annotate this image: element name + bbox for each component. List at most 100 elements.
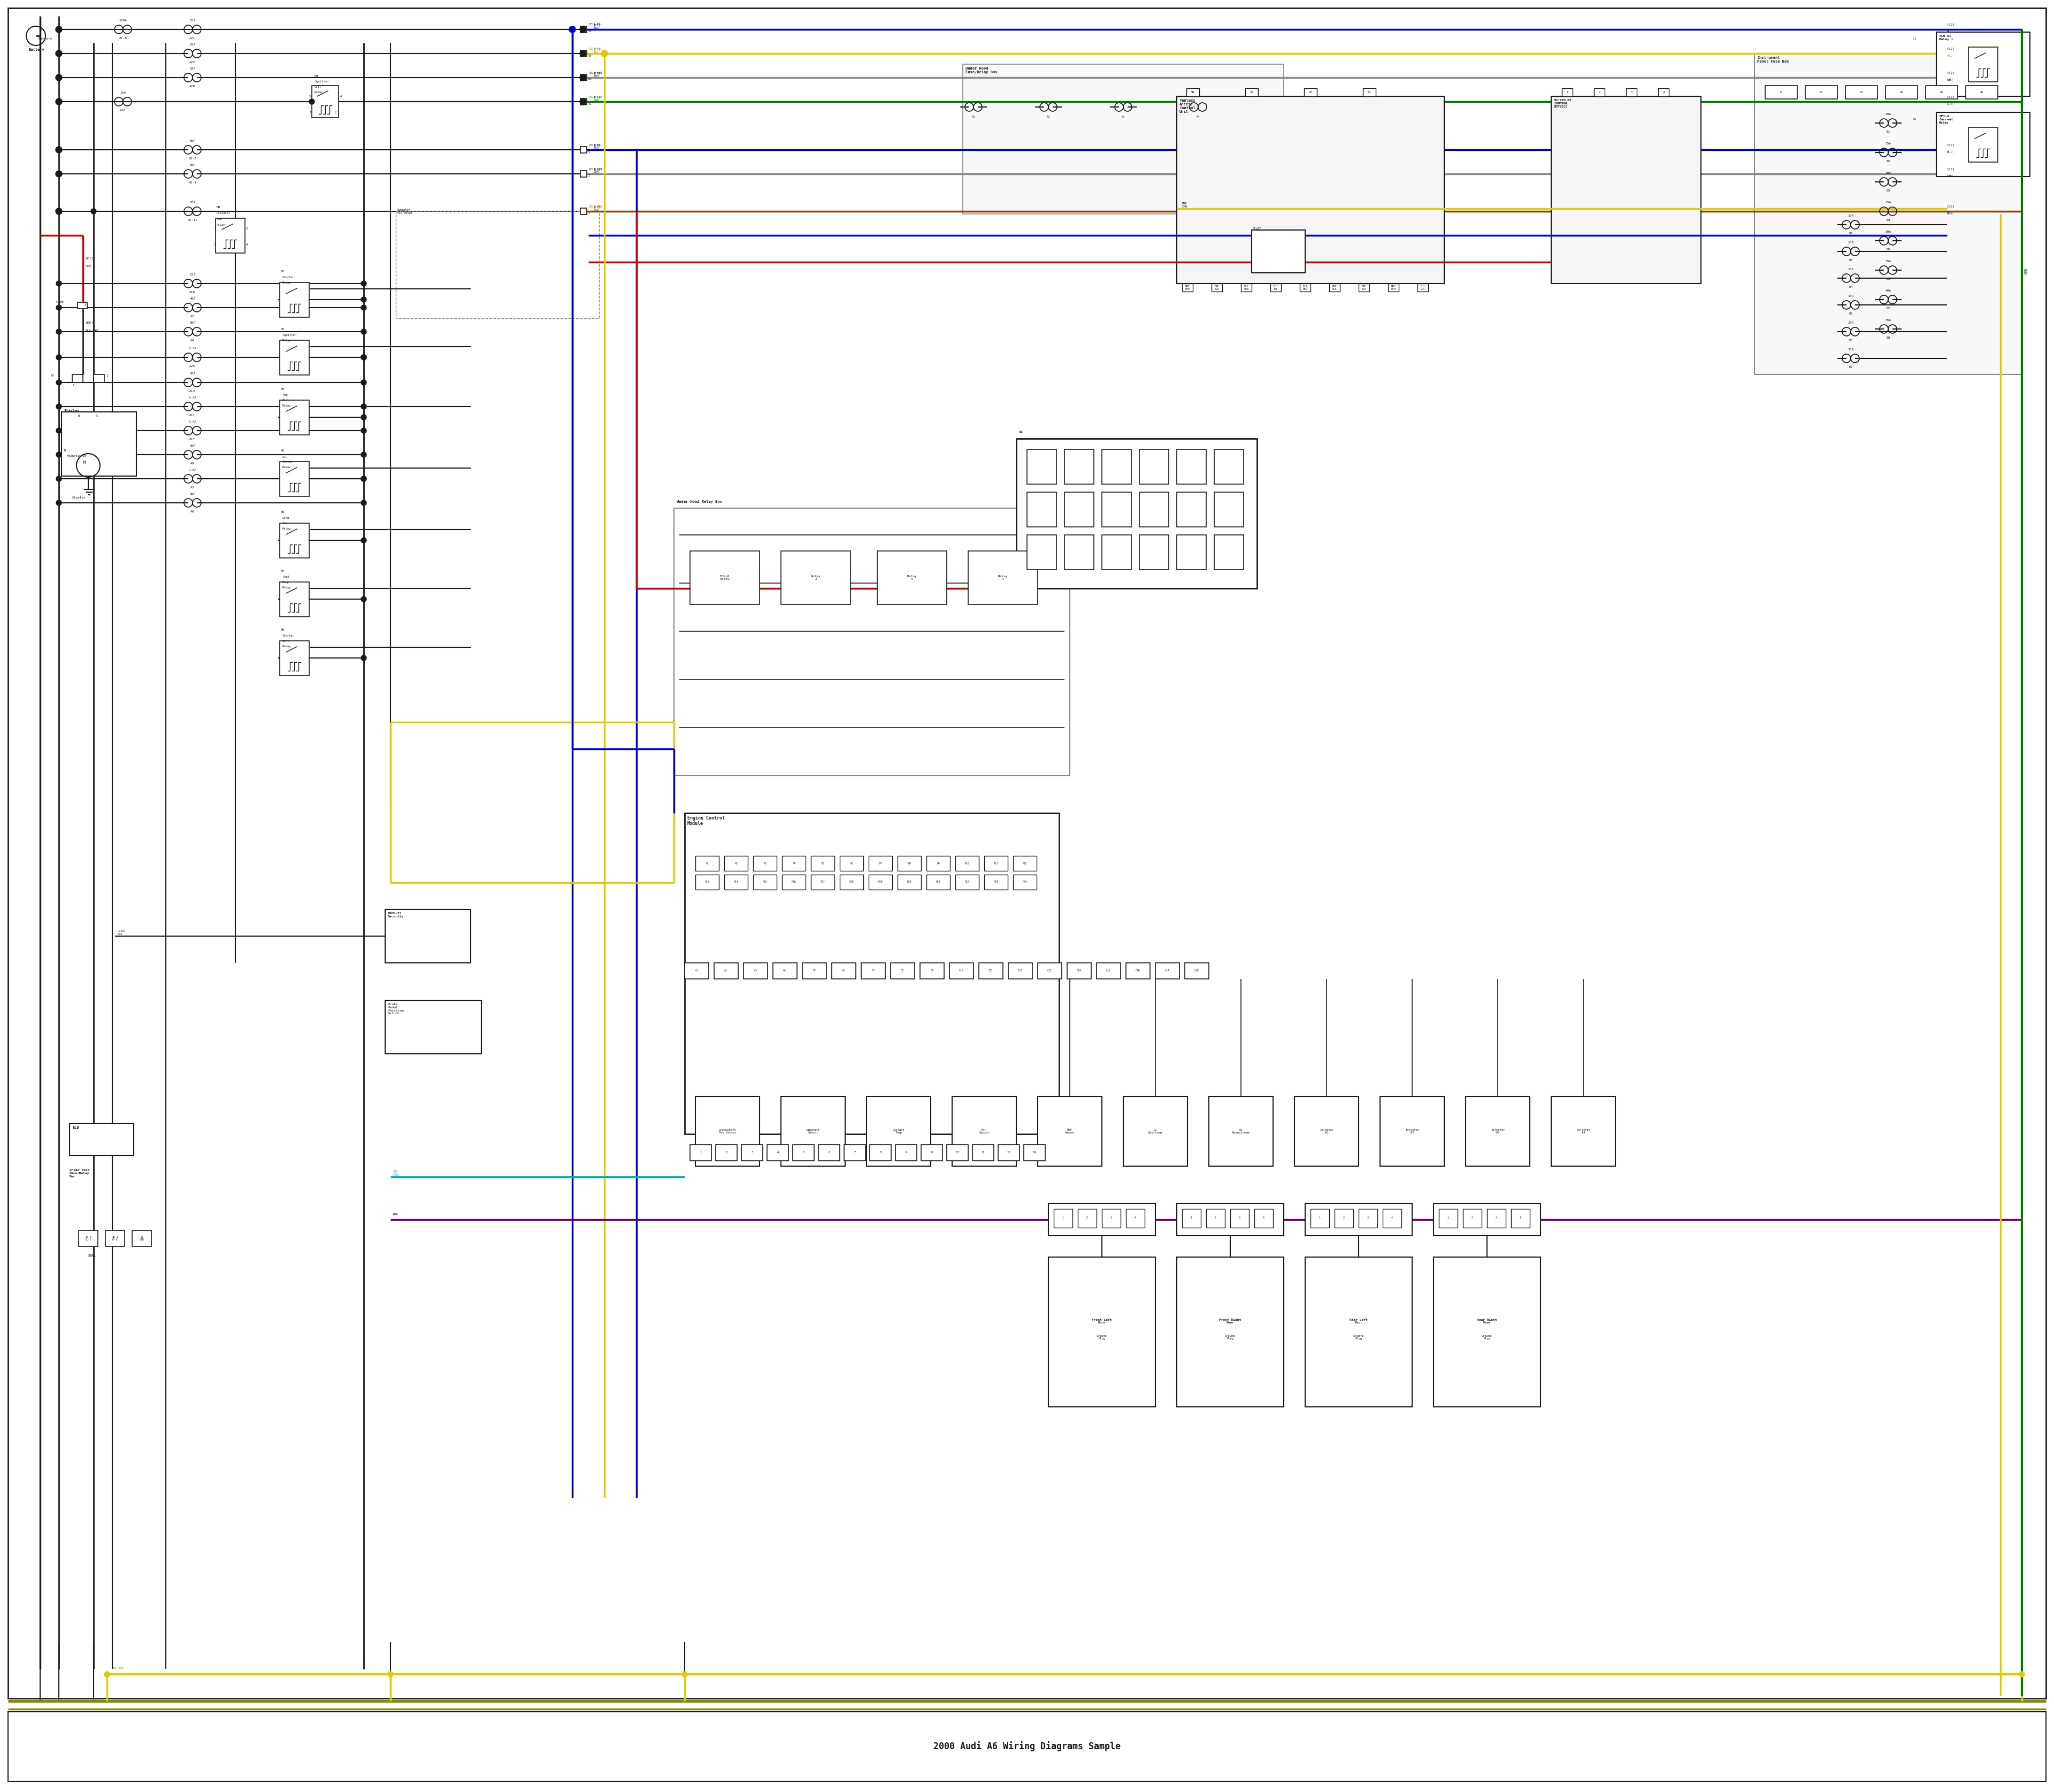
Text: Fan: Fan (283, 521, 288, 525)
Bar (684, 814, 1060, 1134)
Text: P14: P14 (733, 880, 737, 883)
Text: 7E
C4H: 7E C4H (140, 1235, 144, 1242)
Text: M3: M3 (281, 387, 286, 391)
Bar (1078, 1210, 1097, 1228)
Text: P8: P8 (908, 862, 910, 866)
Bar (1187, 88, 1200, 97)
Bar (783, 857, 805, 871)
Text: M4: M4 (314, 75, 318, 77)
Text: Fan: Fan (283, 394, 288, 396)
Text: Instrument
Panel Fuse Box: Instrument Panel Fuse Box (1756, 56, 1789, 63)
Text: ELD: ELD (72, 1125, 78, 1129)
Bar (1462, 1210, 1481, 1228)
Bar (955, 857, 980, 871)
Text: A2-11: A2-11 (187, 219, 197, 222)
Text: Ground
Plug: Ground Plug (1481, 1335, 1491, 1340)
Text: 22: 22 (1251, 91, 1253, 93)
Circle shape (362, 330, 366, 335)
Bar (1358, 1210, 1378, 1228)
Circle shape (579, 27, 585, 32)
Text: P5: P5 (822, 862, 824, 866)
Text: C1: C1 (694, 969, 698, 973)
Text: Relay: Relay (283, 527, 292, 530)
Bar (279, 462, 310, 496)
Bar (920, 1145, 943, 1161)
Bar (715, 962, 737, 978)
Text: P4: P4 (793, 862, 795, 866)
Circle shape (55, 477, 62, 482)
Text: 10A: 10A (1849, 215, 1855, 217)
Bar (1064, 536, 1095, 570)
Text: B6: B6 (1886, 278, 1890, 280)
Bar (1245, 88, 1257, 97)
Circle shape (602, 50, 608, 57)
Bar (1183, 283, 1193, 292)
Text: A5: A5 (1939, 91, 1943, 93)
Bar (696, 1097, 760, 1167)
Bar (1154, 962, 1179, 978)
Circle shape (55, 73, 62, 81)
Text: C5: C5 (813, 969, 815, 973)
Text: 1.5A: 1.5A (189, 421, 197, 423)
Circle shape (362, 297, 366, 303)
Circle shape (105, 1672, 109, 1677)
Circle shape (55, 50, 62, 56)
Bar (684, 962, 709, 978)
Text: F3: F3 (1121, 115, 1126, 118)
Text: P19: P19 (879, 880, 883, 883)
Text: C4: C4 (783, 969, 787, 973)
Text: 60A: 60A (189, 140, 195, 142)
Text: 30A: 30A (1886, 231, 1892, 233)
Text: 15A: 15A (119, 91, 125, 95)
Circle shape (55, 99, 62, 106)
Bar (581, 27, 587, 32)
Bar (741, 1145, 762, 1161)
Bar (581, 73, 587, 81)
Circle shape (362, 477, 366, 482)
Text: P18: P18 (848, 880, 854, 883)
Bar (1304, 1256, 1413, 1407)
Text: P20: P20 (908, 880, 912, 883)
Text: B4: B4 (1886, 219, 1890, 222)
Text: Ignition: Ignition (283, 333, 296, 337)
Bar (1927, 86, 1957, 99)
Text: A25: A25 (189, 366, 195, 367)
Text: [EJ]
GRN: [EJ] GRN (594, 97, 600, 102)
Text: A1: A1 (1019, 430, 1023, 434)
Bar (386, 909, 470, 962)
Text: 59: 59 (587, 54, 592, 57)
Text: [EJ]
BRN: [EJ] BRN (594, 206, 600, 211)
Bar (1101, 450, 1132, 484)
Bar (926, 857, 949, 871)
Text: A6: A6 (191, 511, 195, 513)
Text: B3: B3 (1886, 190, 1890, 192)
Text: Battery: Battery (29, 48, 45, 52)
Bar (1009, 962, 1033, 978)
Text: 15A: 15A (1886, 142, 1892, 145)
Bar (1140, 493, 1169, 527)
Bar (1844, 86, 1877, 99)
Circle shape (362, 452, 366, 457)
Text: MAF
Sensor: MAF Sensor (1064, 1129, 1074, 1134)
Text: BRE
BLU: BRE BLU (1214, 285, 1220, 290)
Text: [EJ]
BLU: [EJ] BLU (594, 23, 600, 30)
Text: [EJ]: [EJ] (1947, 47, 1955, 50)
Text: 2.5A: 2.5A (189, 348, 197, 349)
Text: Coil: Coil (314, 86, 322, 88)
Text: 15A: 15A (189, 43, 195, 47)
Text: P6: P6 (850, 862, 852, 866)
Text: Relay
3: Relay 3 (908, 575, 916, 581)
Circle shape (579, 73, 585, 81)
Text: B4: B4 (1849, 285, 1853, 289)
Text: Relay: Relay (283, 339, 292, 342)
Bar (216, 219, 244, 253)
Bar (1212, 283, 1222, 292)
Text: [EJ]: [EJ] (1947, 167, 1955, 170)
Text: ECM-R
Relay: ECM-R Relay (719, 575, 729, 581)
Text: 100A: 100A (119, 20, 127, 22)
Text: A22: A22 (189, 61, 195, 65)
Text: BL1
TEL: BL1 TEL (1273, 285, 1278, 290)
Text: 60A: 60A (189, 321, 195, 324)
Text: Under Hood
Fuse/Relay
Box: Under Hood Fuse/Relay Box (70, 1168, 90, 1177)
Bar (70, 1124, 134, 1156)
